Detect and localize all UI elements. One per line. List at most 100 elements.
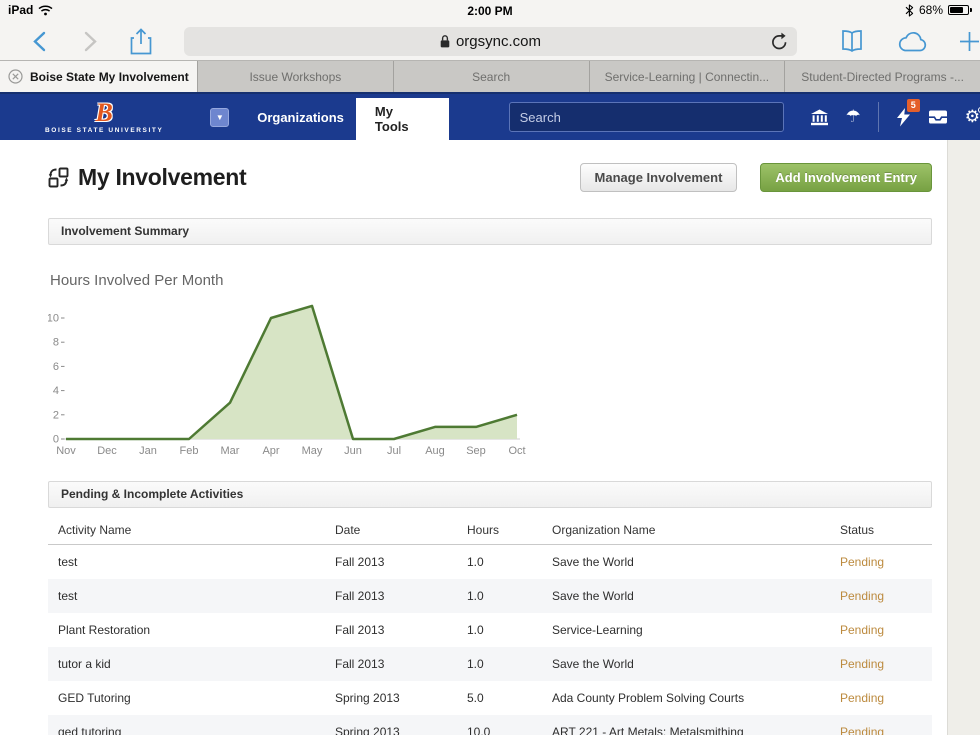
status-bar: iPad 2:00 PM 68% xyxy=(0,0,980,22)
cell-hours: 5.0 xyxy=(467,691,484,705)
svg-text:Sep: Sep xyxy=(466,445,486,457)
page-content: My Involvement Manage Involvement Add In… xyxy=(0,140,947,735)
status-badge: Pending xyxy=(840,657,885,671)
boise-state-logo[interactable]: B BOISE STATE UNIVERSITY xyxy=(40,97,168,134)
cell-hours: 1.0 xyxy=(467,623,484,637)
table-header-row: Activity Name Date Hours Organization Na… xyxy=(48,514,932,545)
cell-activity: Plant Restoration xyxy=(58,623,151,637)
cell-date: Spring 2013 xyxy=(335,691,400,705)
svg-text:Oct: Oct xyxy=(508,445,525,457)
cell-activity: test xyxy=(58,555,78,569)
svg-text:Jul: Jul xyxy=(387,445,401,457)
browser-tab-active[interactable]: Boise State My Involvement xyxy=(0,61,197,92)
cell-hours: 1.0 xyxy=(467,657,484,671)
notifications-icon[interactable]: 5 xyxy=(896,98,920,127)
browser-tab[interactable]: Issue Workshops xyxy=(197,61,393,92)
status-badge: Pending xyxy=(840,691,885,705)
cell-organization: ART 221 - Art Metals: Metalsmithing xyxy=(552,725,744,735)
battery-percent: 68% xyxy=(918,3,943,17)
table-row[interactable]: test Fall 2013 1.0 Save the World Pendin… xyxy=(48,579,932,613)
cell-date: Fall 2013 xyxy=(335,555,385,569)
tab-label: Search xyxy=(472,69,511,84)
column-header: Status xyxy=(830,514,932,545)
inbox-icon[interactable] xyxy=(928,109,948,125)
forward-button[interactable] xyxy=(77,31,104,52)
bluetooth-icon xyxy=(905,3,914,17)
cell-date: Fall 2013 xyxy=(335,623,385,637)
battery-icon xyxy=(948,5,972,15)
cell-hours: 1.0 xyxy=(467,589,484,603)
chart-title: Hours Involved Per Month xyxy=(50,272,224,289)
wifi-icon xyxy=(38,4,53,15)
close-tab-icon[interactable] xyxy=(8,69,23,84)
url-text: orgsync.com xyxy=(455,32,541,50)
bookmarks-icon[interactable] xyxy=(839,30,865,52)
column-header: Date xyxy=(325,514,457,545)
svg-text:Nov: Nov xyxy=(56,445,76,457)
svg-text:2: 2 xyxy=(53,409,59,421)
umbrella-icon[interactable]: ☂ xyxy=(845,106,861,127)
table-row[interactable]: GED Tutoring Spring 2013 5.0 Ada County … xyxy=(48,681,932,715)
cell-activity: GED Tutoring xyxy=(58,691,131,705)
activities-table: Activity Name Date Hours Organization Na… xyxy=(48,514,932,735)
refresh-icon[interactable] xyxy=(771,32,788,51)
logo-subtext: BOISE STATE UNIVERSITY xyxy=(45,126,164,134)
svg-text:Aug: Aug xyxy=(425,445,445,457)
table-row[interactable]: test Fall 2013 1.0 Save the World Pendin… xyxy=(48,545,932,580)
cell-activity: tutor a kid xyxy=(58,657,111,671)
back-button[interactable] xyxy=(26,31,53,52)
chevron-down-icon: ▼ xyxy=(215,112,224,122)
svg-text:6: 6 xyxy=(53,361,59,373)
nav-organizations[interactable]: Organizations xyxy=(257,109,344,125)
manage-involvement-button[interactable]: Manage Involvement xyxy=(579,163,738,192)
lock-icon xyxy=(440,34,450,47)
tab-label: Student-Directed Programs -... xyxy=(801,69,964,84)
page-header: My Involvement Manage Involvement Add In… xyxy=(48,163,932,192)
orgsync-search-input[interactable] xyxy=(508,102,784,132)
hours-chart: 0 2 4 6 8 10 Nov Dec Jan Feb Mar Apr May Jun Jul Aug Sep… xyxy=(48,295,528,465)
add-involvement-entry-button[interactable]: Add Involvement Entry xyxy=(760,163,932,192)
nav-my-tools[interactable]: My Tools xyxy=(355,98,449,140)
tab-label: Issue Workshops xyxy=(249,69,342,84)
institution-icon[interactable] xyxy=(810,109,829,126)
icloud-tabs-icon[interactable] xyxy=(897,31,927,52)
cell-activity: test xyxy=(58,589,78,603)
table-row[interactable]: tutor a kid Fall 2013 1.0 Save the World… xyxy=(48,647,932,681)
address-bar[interactable]: orgsync.com xyxy=(183,26,797,56)
cell-organization: Save the World xyxy=(552,555,634,569)
clock: 2:00 PM xyxy=(467,4,513,18)
share-icon[interactable] xyxy=(127,27,156,55)
browser-tab[interactable]: Service-Learning | Connectin... xyxy=(588,61,785,92)
svg-text:10: 10 xyxy=(48,313,59,325)
logo-letter: B xyxy=(95,97,113,127)
cell-date: Fall 2013 xyxy=(335,657,385,671)
new-tab-icon[interactable] xyxy=(959,31,980,52)
cell-date: Fall 2013 xyxy=(335,589,385,603)
cell-organization: Ada County Problem Solving Courts xyxy=(552,691,745,705)
table-row[interactable]: ged tutoring Spring 2013 10.0 ART 221 - … xyxy=(48,715,932,735)
svg-text:Jun: Jun xyxy=(344,445,362,457)
column-header: Organization Name xyxy=(542,514,830,545)
tab-label: Service-Learning | Connectin... xyxy=(604,69,770,84)
svg-text:Feb: Feb xyxy=(180,445,199,457)
cell-organization: Save the World xyxy=(552,657,634,671)
svg-text:4: 4 xyxy=(53,385,59,397)
status-badge: Pending xyxy=(840,725,885,735)
status-badge: Pending xyxy=(840,589,885,603)
browser-toolbar: orgsync.com xyxy=(0,22,980,60)
involvement-summary-header: Involvement Summary xyxy=(48,218,932,245)
cell-hours: 1.0 xyxy=(467,555,484,569)
community-dropdown-button[interactable]: ▼ xyxy=(210,107,230,127)
browser-tab[interactable]: Search xyxy=(392,61,589,92)
table-row[interactable]: Plant Restoration Fall 2013 1.0 Service-… xyxy=(48,613,932,647)
orgsync-navbar: B BOISE STATE UNIVERSITY ▼ Organizations… xyxy=(0,92,980,140)
cell-activity: ged tutoring xyxy=(58,725,122,735)
status-badge: Pending xyxy=(840,623,885,637)
page-title: My Involvement xyxy=(48,164,247,191)
settings-gear-icon[interactable]: ⚙ xyxy=(965,106,980,126)
involvement-sync-icon xyxy=(48,167,69,188)
svg-text:Apr: Apr xyxy=(262,445,279,457)
browser-tab[interactable]: Student-Directed Programs -... xyxy=(784,61,980,92)
svg-text:0: 0 xyxy=(53,434,59,446)
